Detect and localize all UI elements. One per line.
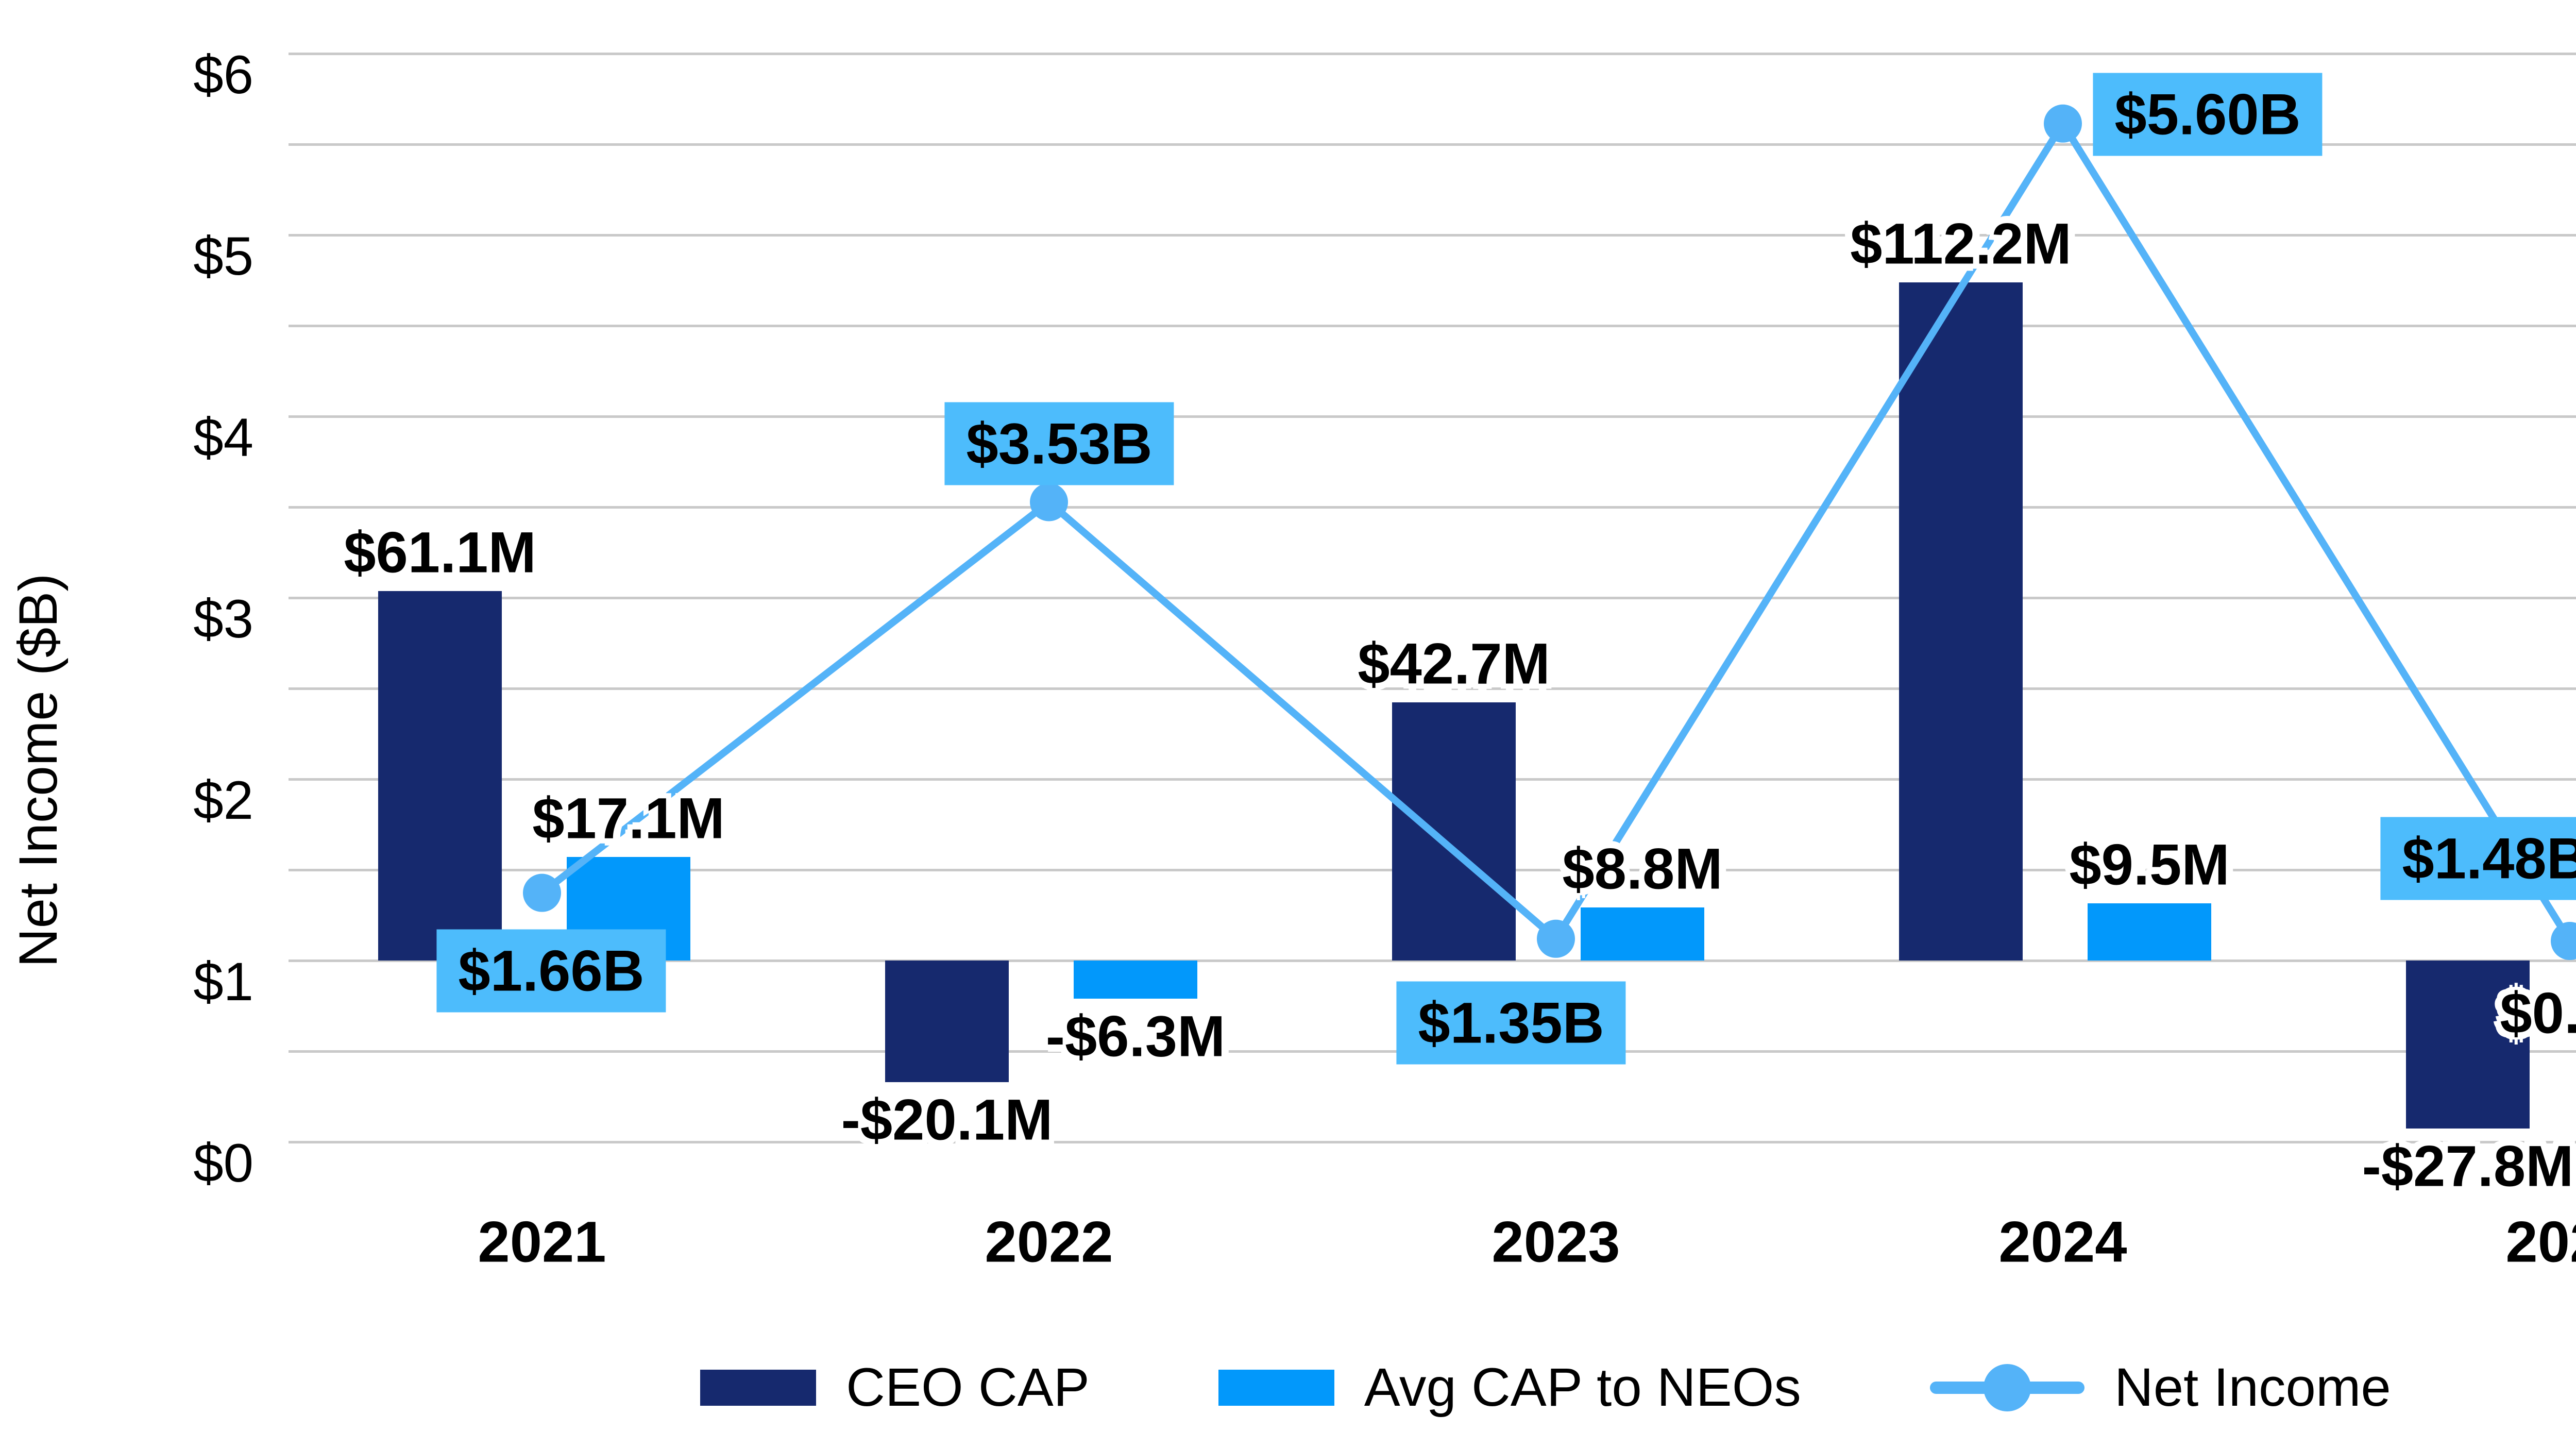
avg-cap-neos-bar	[2088, 903, 2211, 961]
avg-cap-neos-bar	[1581, 907, 1704, 961]
net-income-marker	[1537, 919, 1575, 958]
net-income-value-box: $3.53B	[944, 402, 1174, 485]
legend-item-ceo-cap: CEO CAP	[700, 1357, 1090, 1419]
left-axis-tick: $6	[193, 45, 253, 105]
x-axis-year-label: 2022	[985, 1209, 1113, 1274]
gridline	[289, 687, 2576, 690]
gridline	[289, 53, 2576, 55]
gridline	[289, 506, 2576, 509]
ceo-cap-bar	[1392, 702, 1516, 961]
legend: CEO CAP Avg CAP to NEOs Net Income	[0, 1349, 2576, 1426]
legend-item-net-income: Net Income	[1929, 1357, 2391, 1419]
bar-value-label: -$6.3M	[1045, 1004, 1226, 1069]
left-axis-title: Net Income ($B)	[8, 573, 69, 968]
gridline	[289, 143, 2576, 146]
left-axis-tick: $4	[193, 408, 253, 468]
left-axis-tick: $3	[193, 589, 253, 649]
legend-label-net-income: Net Income	[2114, 1357, 2391, 1418]
bar-value-label: $112.2M	[1850, 211, 2072, 276]
net-income-line-icon	[1929, 1363, 2084, 1412]
net-income-marker	[523, 873, 561, 912]
left-axis-tick: $1	[193, 952, 253, 1012]
net-income-marker	[2551, 922, 2576, 961]
gridline	[289, 959, 2576, 962]
net-income-value-box: $1.48B	[2380, 817, 2576, 900]
bar-value-label: $42.7M	[1358, 631, 1550, 696]
avg-cap-neos-bar	[1074, 961, 1197, 999]
ceo-cap-bar	[1899, 282, 2023, 961]
x-axis-year-label: 2025	[2505, 1209, 2576, 1274]
bar-value-label: $9.5M	[2069, 832, 2230, 897]
gridline	[289, 1141, 2576, 1143]
avg-cap-neos-swatch	[1218, 1370, 1334, 1406]
ceo-cap-bar	[378, 591, 502, 961]
bar-value-label: -$20.1M	[841, 1087, 1053, 1152]
ceo-cap-bar	[885, 961, 1009, 1082]
gridline	[289, 597, 2576, 599]
bar-value-label: $61.1M	[344, 520, 536, 585]
left-axis-tick: $5	[193, 226, 253, 287]
ceo-cap-bar	[2406, 961, 2530, 1129]
legend-label-avg-cap-neos: Avg CAP to NEOs	[1364, 1357, 1801, 1418]
gridline	[289, 325, 2576, 327]
x-axis-year-label: 2024	[1998, 1209, 2127, 1274]
net-income-value-box: $1.35B	[1396, 981, 1626, 1065]
net-income-marker	[2044, 104, 2082, 143]
bar-value-label: $8.8M	[1562, 836, 1723, 901]
x-axis-year-label: 2023	[1492, 1209, 1620, 1274]
net-income-marker	[1030, 483, 1068, 521]
gridline	[289, 415, 2576, 418]
x-axis-year-label: 2021	[478, 1209, 606, 1274]
left-axis-tick: $0	[193, 1133, 253, 1193]
net-income-value-box: $1.66B	[436, 929, 666, 1013]
legend-label-ceo-cap: CEO CAP	[846, 1357, 1090, 1418]
net-income-value-box: $5.60B	[2093, 73, 2323, 156]
bar-value-label: $17.1M	[532, 786, 725, 851]
bar-value-label: $0.8M	[2500, 981, 2576, 1046]
net-income-line	[523, 104, 2576, 961]
gridline	[289, 234, 2576, 237]
legend-item-avg-cap-neos: Avg CAP to NEOs	[1218, 1357, 1801, 1419]
left-axis-tick: $2	[193, 770, 253, 831]
ceo-cap-swatch	[700, 1370, 817, 1406]
bar-value-label: -$27.8M	[2362, 1134, 2574, 1199]
